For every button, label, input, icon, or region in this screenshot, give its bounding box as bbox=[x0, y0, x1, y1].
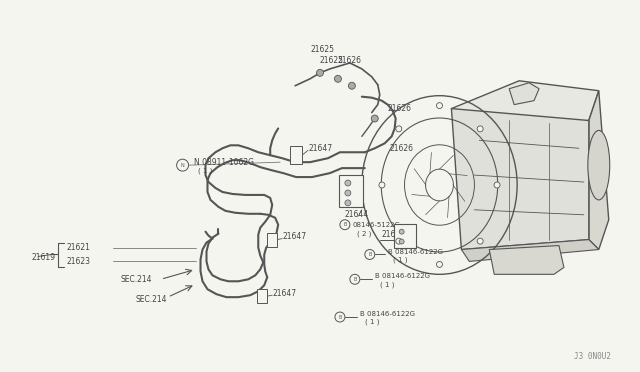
Circle shape bbox=[399, 229, 404, 234]
Circle shape bbox=[365, 250, 375, 259]
Text: B: B bbox=[353, 277, 356, 282]
FancyBboxPatch shape bbox=[394, 224, 415, 247]
Circle shape bbox=[436, 262, 442, 267]
Text: 08146-5122G: 08146-5122G bbox=[353, 222, 401, 228]
Circle shape bbox=[436, 103, 442, 109]
Text: SEC.214: SEC.214 bbox=[121, 275, 152, 284]
Circle shape bbox=[335, 76, 341, 82]
Circle shape bbox=[340, 220, 350, 230]
Text: B 08146-6122G: B 08146-6122G bbox=[375, 273, 430, 279]
Text: 21626: 21626 bbox=[388, 104, 412, 113]
Text: ( 2 ): ( 2 ) bbox=[357, 230, 371, 237]
Text: 21644: 21644 bbox=[345, 210, 369, 219]
Text: ( 1 ): ( 1 ) bbox=[198, 168, 212, 174]
Circle shape bbox=[335, 312, 345, 322]
Bar bbox=[268, 232, 277, 247]
Text: 21647: 21647 bbox=[282, 232, 307, 241]
Text: 21647: 21647 bbox=[272, 289, 296, 298]
Circle shape bbox=[371, 115, 378, 122]
Circle shape bbox=[477, 126, 483, 132]
Text: B 08146-6122G: B 08146-6122G bbox=[360, 311, 415, 317]
Text: J3 0N0U2: J3 0N0U2 bbox=[574, 352, 611, 361]
Polygon shape bbox=[451, 109, 589, 250]
Text: ( 1 ): ( 1 ) bbox=[365, 319, 380, 325]
Text: N: N bbox=[180, 163, 184, 168]
Polygon shape bbox=[509, 83, 539, 105]
Text: 21621: 21621 bbox=[66, 243, 90, 252]
Circle shape bbox=[494, 182, 500, 188]
Bar bbox=[257, 289, 268, 303]
Text: N 08911-1062G: N 08911-1062G bbox=[193, 158, 253, 167]
Polygon shape bbox=[461, 240, 599, 262]
Circle shape bbox=[379, 182, 385, 188]
Text: B: B bbox=[338, 314, 342, 320]
Text: 21625: 21625 bbox=[320, 57, 344, 65]
Text: B 08146-6122G: B 08146-6122G bbox=[388, 248, 443, 254]
Text: ( 1 ): ( 1 ) bbox=[380, 281, 394, 288]
Circle shape bbox=[177, 159, 189, 171]
Circle shape bbox=[345, 190, 351, 196]
Circle shape bbox=[317, 69, 323, 76]
Text: ( 1 ): ( 1 ) bbox=[393, 256, 407, 263]
Polygon shape bbox=[489, 246, 564, 274]
FancyBboxPatch shape bbox=[339, 175, 363, 207]
Text: SEC.214: SEC.214 bbox=[136, 295, 167, 304]
Text: 21644+B: 21644+B bbox=[381, 230, 417, 239]
Bar bbox=[290, 146, 302, 164]
Polygon shape bbox=[589, 91, 609, 250]
Text: 21623: 21623 bbox=[66, 257, 90, 266]
Circle shape bbox=[396, 238, 402, 244]
Ellipse shape bbox=[426, 169, 453, 201]
Polygon shape bbox=[451, 81, 599, 140]
Ellipse shape bbox=[588, 131, 610, 200]
Circle shape bbox=[396, 126, 402, 132]
Text: B: B bbox=[343, 222, 347, 227]
Text: 21647: 21647 bbox=[308, 144, 332, 153]
Text: B: B bbox=[368, 252, 371, 257]
Circle shape bbox=[345, 200, 351, 206]
Circle shape bbox=[345, 180, 351, 186]
Text: 21626: 21626 bbox=[338, 57, 362, 65]
Text: 21619: 21619 bbox=[31, 253, 55, 262]
Circle shape bbox=[348, 82, 355, 89]
Circle shape bbox=[350, 274, 360, 284]
Circle shape bbox=[477, 238, 483, 244]
Circle shape bbox=[399, 239, 404, 244]
Text: 21625: 21625 bbox=[310, 45, 334, 54]
Text: 21626: 21626 bbox=[390, 144, 413, 153]
